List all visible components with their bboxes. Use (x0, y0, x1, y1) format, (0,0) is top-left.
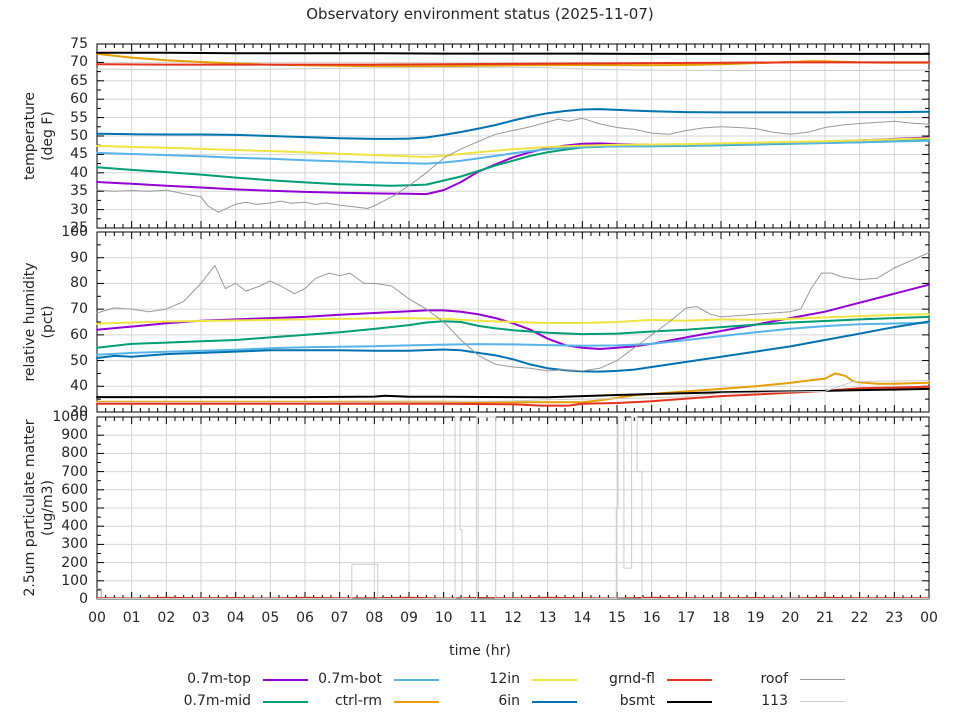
ytick-hum-30: 30 (70, 404, 88, 420)
ytick-pm-400: 400 (61, 518, 88, 535)
xtick-11: 11 (469, 610, 488, 626)
xtick-8: 08 (365, 610, 384, 626)
xtick-23: 23 (885, 610, 904, 626)
ytick-temp-45: 45 (70, 146, 88, 163)
xtick-20: 20 (781, 610, 800, 626)
series-line-0.7m-mid-hum (96, 315, 930, 349)
legend-label-0.7m-mid: 0.7m-mid (183, 693, 251, 709)
series-line-bsmt-temp (96, 51, 930, 55)
legend-swatch-0.7m-mid (263, 701, 308, 703)
xtick-16: 16 (642, 610, 661, 626)
xtick-15: 15 (608, 610, 626, 626)
xtick-12: 12 (504, 610, 522, 626)
legend-label-bsmt: bsmt (619, 693, 655, 709)
series-line-12in-hum (96, 313, 930, 325)
legend-swatch-bsmt (667, 701, 712, 703)
ytick-pm-800: 800 (61, 445, 88, 462)
ytick-hum-60: 60 (70, 326, 88, 343)
xtick-6: 06 (296, 610, 314, 626)
ytick-temp-35: 35 (70, 183, 88, 200)
series-line-0.7m-bot-temp (96, 139, 930, 165)
xtick-3: 03 (192, 610, 210, 626)
legend-swatch-6in (532, 701, 577, 703)
legend-label-113: 113 (761, 693, 788, 709)
ytick-hum-70: 70 (70, 301, 88, 318)
ytick-temp-65: 65 (70, 72, 88, 89)
series-line-6in-temp (96, 108, 930, 140)
legend-swatch-roof (800, 679, 845, 680)
xtick-22: 22 (850, 610, 869, 626)
xtick-0: 00 (88, 610, 106, 626)
legend-label-grnd-fl: grnd-fl (608, 671, 655, 687)
ytick-pm-600: 600 (61, 481, 88, 498)
legend-swatch-0.7m-bot (394, 679, 439, 681)
ytick-temp-30: 30 (70, 201, 88, 218)
ytick-pm-500: 500 (61, 500, 88, 516)
xtick-10: 10 (434, 610, 453, 626)
ytick-temp-55: 55 (70, 109, 88, 126)
xtick-4: 04 (226, 610, 245, 626)
ytick-pm-1000: 1000 (52, 409, 88, 425)
legend-label-roof: roof (760, 671, 788, 687)
ytick-temp-70: 70 (70, 54, 88, 71)
x-axis-title: time (hr) (449, 643, 511, 659)
ytick-hum-90: 90 (70, 249, 88, 266)
panel-frame-temp (96, 43, 930, 229)
xtick-17: 17 (677, 610, 696, 626)
series-line-ctrl-rm-temp (96, 52, 930, 68)
series-line-6in-hum (96, 320, 930, 373)
xtick-5: 05 (261, 610, 280, 626)
legend-label-0.7m-bot: 0.7m-bot (318, 671, 382, 687)
ytick-hum-100: 100 (61, 224, 88, 240)
legend-swatch-ctrl-rm (394, 701, 439, 703)
ytick-pm-900: 900 (61, 427, 88, 444)
legend-label-6in: 6in (498, 693, 520, 709)
legend-swatch-113 (800, 701, 845, 702)
chart-title: Observatory environment status (2025-11-… (306, 5, 654, 23)
ytick-temp-75: 75 (70, 36, 88, 52)
series-line-roof-temp (96, 117, 930, 213)
ytick-hum-40: 40 (70, 378, 88, 395)
legend-swatch-grnd-fl (667, 679, 712, 681)
series-line-113-hum (96, 380, 930, 403)
ytick-hum-50: 50 (70, 352, 88, 369)
ytick-temp-25: 25 (70, 220, 88, 236)
series-line-0.7m-bot-hum (96, 321, 930, 356)
ytick-pm-100: 100 (61, 572, 88, 589)
legend-swatch-0.7m-top (263, 679, 308, 681)
legend-swatch-12in (532, 679, 577, 681)
xtick-19: 19 (746, 610, 765, 626)
xtick-13: 13 (538, 610, 557, 626)
series-line-12in-temp (96, 137, 930, 158)
ytick-pm-200: 200 (61, 554, 88, 571)
ytick-pm-300: 300 (61, 536, 88, 553)
series-line-113-temp (96, 66, 930, 71)
ytick-pm-0: 0 (79, 591, 88, 607)
ytick-temp-50: 50 (70, 128, 88, 144)
series-line-113-pm (96, 416, 930, 599)
legend-label-ctrl-rm: ctrl-rm (334, 693, 382, 709)
xtick-14: 14 (573, 610, 592, 626)
xtick-9: 09 (400, 610, 418, 626)
xtick-2: 02 (157, 610, 176, 626)
legend-label-12in: 12in (489, 671, 520, 687)
ytick-pm-700: 700 (61, 463, 88, 480)
xtick-7: 07 (330, 610, 349, 626)
legend-label-0.7m-top: 0.7m-top (187, 671, 251, 687)
series-line-roof-hum (96, 252, 930, 372)
xtick-24: 00 (920, 610, 938, 626)
xtick-1: 01 (122, 610, 141, 626)
ytick-hum-80: 80 (70, 275, 88, 292)
series-line-grnd-fl-temp (96, 61, 930, 66)
xtick-21: 21 (816, 610, 834, 626)
ytick-temp-40: 40 (70, 164, 88, 181)
ytick-temp-60: 60 (70, 91, 88, 108)
xtick-18: 18 (712, 610, 730, 626)
